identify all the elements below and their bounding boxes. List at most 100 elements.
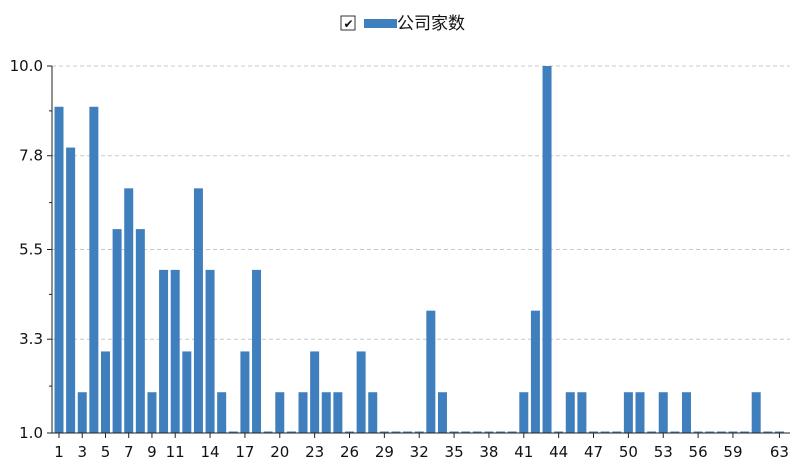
legend-label: 公司家数 — [397, 14, 465, 34]
x-tick-label: 7 — [124, 443, 134, 461]
x-tick-label: 9 — [147, 443, 157, 461]
bar — [693, 431, 703, 433]
x-tick-label: 29 — [375, 443, 394, 461]
bar — [763, 431, 773, 433]
bar — [205, 269, 215, 433]
bar — [263, 431, 273, 433]
x-tick-label: 11 — [166, 443, 185, 461]
bar — [54, 106, 64, 433]
bar — [623, 392, 633, 433]
bar — [542, 66, 552, 433]
x-tick-label: 41 — [514, 443, 533, 461]
bar — [740, 431, 750, 433]
bar — [472, 431, 482, 433]
y-axis-ticks: 1.0 3.3 5.5 7.8 10.0 — [10, 57, 52, 442]
x-tick-label: 47 — [584, 443, 603, 461]
bar — [519, 392, 529, 433]
legend-checkbox[interactable] — [340, 15, 356, 31]
bar — [391, 431, 401, 433]
bar — [379, 431, 389, 433]
x-axis-ticks: 1 3 5 7 9 11 14 17 20 23 26 29 32 35 38 41 44 47 50 53 56 59 6… — [54, 433, 789, 461]
y-tick-label: 7.8 — [19, 147, 43, 165]
bar — [716, 431, 726, 433]
x-tick-label: 44 — [549, 443, 568, 461]
bar — [437, 392, 447, 433]
x-tick-label: 17 — [235, 443, 254, 461]
bar — [66, 147, 76, 433]
bar — [182, 351, 192, 433]
bar — [89, 106, 99, 433]
bar — [112, 229, 122, 433]
bar — [449, 431, 459, 433]
y-tick-label: 1.0 — [19, 424, 43, 442]
bar — [484, 431, 494, 433]
x-tick-label: 32 — [410, 443, 429, 461]
bar — [159, 269, 169, 433]
bar — [298, 392, 308, 433]
bar — [658, 392, 668, 433]
bar — [751, 392, 761, 433]
x-tick-label: 1 — [54, 443, 64, 461]
bar — [135, 229, 145, 433]
bar — [356, 351, 366, 433]
bar — [368, 392, 378, 433]
bar — [147, 392, 157, 433]
bar — [600, 431, 610, 433]
bar — [589, 431, 599, 433]
bar — [240, 351, 250, 433]
bar — [170, 269, 180, 433]
x-tick-label: 3 — [77, 443, 87, 461]
y-tick-label: 5.5 — [19, 241, 43, 259]
bar — [310, 351, 320, 433]
y-tick-label: 3.3 — [19, 330, 43, 348]
x-tick-label: 26 — [340, 443, 359, 461]
bar — [100, 351, 110, 433]
bar — [286, 431, 296, 433]
bar — [333, 392, 343, 433]
bar — [124, 188, 134, 433]
bar — [321, 392, 331, 433]
x-tick-label: 14 — [201, 443, 220, 461]
x-tick-label: 23 — [305, 443, 324, 461]
x-tick-label: 63 — [770, 443, 789, 461]
bar — [705, 431, 715, 433]
bar — [565, 392, 575, 433]
bar — [217, 392, 227, 433]
bar — [461, 431, 471, 433]
x-tick-label: 5 — [101, 443, 111, 461]
x-tick-label: 53 — [654, 443, 673, 461]
bar — [345, 431, 354, 433]
x-tick-label: 59 — [723, 443, 742, 461]
bar — [681, 392, 691, 433]
bar — [403, 431, 413, 433]
bar — [414, 431, 424, 433]
legend[interactable]: ✔ 公司家数 — [340, 14, 465, 34]
bar — [612, 431, 622, 433]
bar — [252, 269, 262, 433]
x-tick-label: 35 — [445, 443, 464, 461]
bar — [577, 392, 587, 433]
bar — [426, 310, 436, 433]
bar — [77, 392, 87, 433]
y-tick-label: 10.0 — [10, 57, 43, 75]
checkmark-icon: ✔ — [344, 17, 354, 31]
x-tick-label: 56 — [689, 443, 708, 461]
bar — [635, 392, 645, 433]
bar — [774, 431, 784, 433]
bar — [728, 431, 738, 433]
bar — [275, 392, 285, 433]
x-tick-label: 38 — [479, 443, 498, 461]
bar — [193, 188, 203, 433]
bar-series — [54, 66, 784, 433]
bar — [670, 431, 680, 433]
bar — [496, 431, 506, 433]
bar — [530, 310, 540, 433]
x-tick-label: 20 — [270, 443, 289, 461]
bar — [647, 431, 657, 433]
x-tick-label: 50 — [619, 443, 638, 461]
bar — [228, 431, 238, 433]
bar — [554, 431, 564, 433]
bar — [507, 431, 517, 433]
legend-swatch — [364, 19, 397, 28]
